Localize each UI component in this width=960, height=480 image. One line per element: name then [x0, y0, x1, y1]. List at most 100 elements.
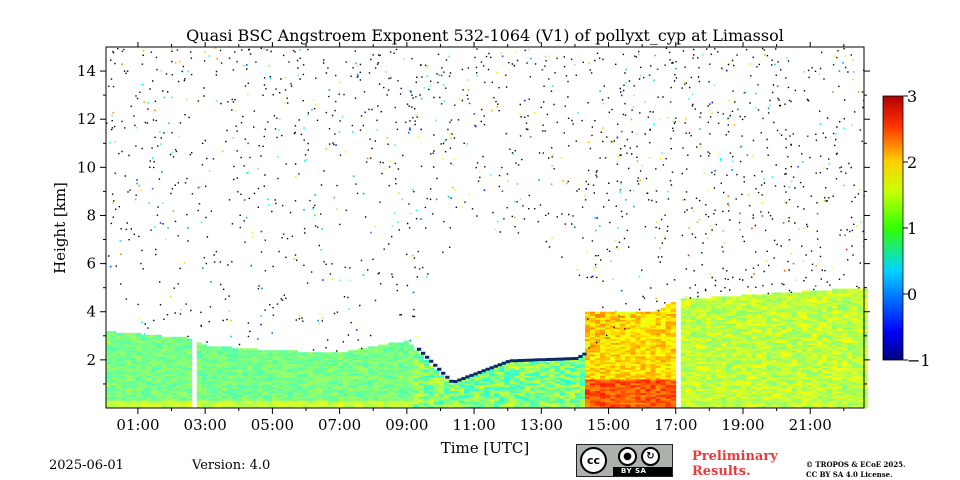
heatmap-cell: [756, 404, 762, 407]
heatmap-cell: [660, 361, 666, 365]
heatmap-cell: [292, 379, 298, 382]
heatmap-cell: [433, 396, 440, 399]
heatmap-cell: [317, 357, 324, 361]
heatmap-cell: [680, 396, 687, 399]
heatmap-cell: [640, 373, 646, 376]
heatmap-cell: [776, 323, 782, 326]
heatmap-cell: [237, 384, 243, 388]
heatmap-cell: [378, 365, 384, 368]
heatmap-cell: [771, 357, 777, 361]
heatmap-cell: [332, 357, 339, 361]
heatmap-cell: [625, 329, 631, 332]
heatmap-cell: [751, 311, 757, 314]
heatmap-cell: [786, 373, 793, 376]
heatmap-cell: [484, 404, 490, 407]
heatmap-cell: [116, 344, 122, 347]
heatmap-cell: [640, 329, 646, 332]
heatmap-cell: [736, 383, 742, 386]
heatmap-cell: [716, 394, 722, 397]
heatmap-cell: [292, 386, 298, 390]
heatmap-cell: [211, 392, 218, 395]
heatmap-cell: [590, 400, 596, 403]
heatmap-cell: [479, 400, 485, 403]
heatmap-cell: [403, 396, 409, 399]
heatmap-cell: [660, 359, 666, 363]
heatmap-cell: [161, 369, 167, 372]
heatmap-cell: [761, 327, 767, 330]
heatmap-cell: [282, 375, 288, 378]
heatmap-cell: [660, 309, 666, 313]
heatmap-cell: [277, 369, 283, 372]
heatmap-cell: [585, 365, 591, 368]
heatmap-cell: [181, 338, 187, 341]
heatmap-cell: [549, 386, 556, 390]
heatmap-cell: [630, 404, 636, 407]
heatmap-cell: [186, 404, 193, 407]
heatmap-cell: [721, 375, 727, 378]
heatmap-cell: [605, 402, 611, 405]
heatmap-cell: [665, 309, 672, 313]
heatmap-cell: [257, 350, 263, 353]
heatmap-cell: [242, 377, 248, 380]
heatmap-cell: [348, 371, 354, 374]
heatmap-cell: [655, 375, 661, 378]
heatmap-cell: [151, 398, 157, 401]
heatmap-cell: [348, 354, 354, 357]
heatmap-cell: [766, 319, 772, 322]
heatmap-cell: [610, 315, 616, 318]
heatmap-cell: [216, 402, 223, 405]
heatmap-cell: [388, 386, 394, 390]
heatmap-cell: [771, 377, 777, 380]
heatmap-cell: [186, 373, 193, 376]
heatmap-cell: [126, 386, 132, 390]
heatmap-cell: [222, 357, 228, 361]
heatmap-cell: [635, 404, 641, 407]
heatmap-cell: [590, 392, 596, 395]
heatmap-cell: [786, 340, 793, 343]
heatmap-cell: [539, 379, 545, 382]
heatmap-cell: [343, 371, 349, 374]
heatmap-cell: [469, 406, 475, 409]
heatmap-cell: [509, 367, 515, 370]
heatmap-cell: [373, 352, 379, 355]
heatmap-cell: [317, 354, 324, 357]
heatmap-cell: [701, 404, 707, 407]
heatmap-cell: [358, 386, 364, 390]
heatmap-cell: [791, 321, 798, 324]
heatmap-cell: [539, 375, 545, 378]
heatmap-cell: [116, 384, 122, 388]
heatmap-cell: [428, 379, 435, 382]
heatmap-cell: [353, 396, 359, 399]
heatmap-cell: [690, 365, 697, 368]
heatmap-cell: [660, 371, 666, 374]
heatmap-cell: [595, 352, 601, 355]
heatmap-cell: [428, 386, 435, 390]
heatmap-cell: [534, 379, 540, 382]
heatmap-cell: [327, 379, 334, 382]
heatmap-cell: [116, 348, 122, 351]
heatmap-cell: [201, 359, 208, 363]
heatmap-cell: [695, 336, 702, 340]
heatmap-cell: [237, 361, 243, 365]
heatmap-cell: [746, 377, 752, 380]
heatmap-cell: [464, 384, 470, 388]
heatmap-cell: [302, 381, 308, 384]
heatmap-cell: [161, 363, 167, 366]
heatmap-cell: [746, 313, 752, 316]
heatmap-cell: [322, 357, 329, 361]
heatmap-cell: [267, 373, 273, 376]
heatmap-cell: [791, 319, 798, 322]
heatmap-cell: [494, 390, 500, 393]
heatmap-cell: [534, 396, 540, 399]
heatmap-cell: [262, 371, 268, 374]
heatmap-cell: [645, 344, 651, 347]
heatmap-cell: [726, 388, 732, 391]
heatmap-cell: [514, 392, 520, 395]
heatmap-cell: [590, 313, 596, 316]
heatmap-cell: [595, 394, 601, 397]
heatmap-cell: [595, 336, 601, 340]
heatmap-cell: [171, 402, 177, 405]
heatmap-cell: [232, 357, 238, 361]
heatmap-cell: [645, 321, 651, 324]
heatmap-cell: [751, 377, 757, 380]
